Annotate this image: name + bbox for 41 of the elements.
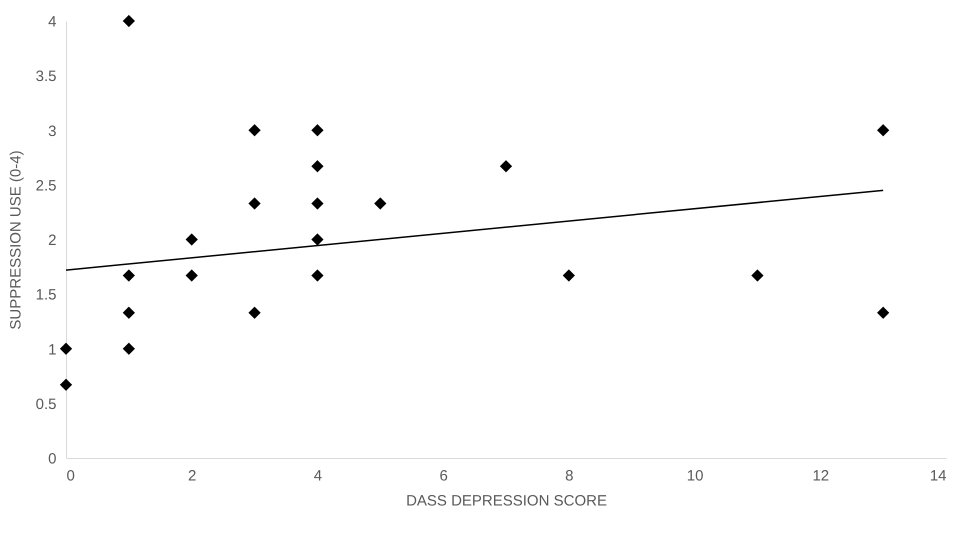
y-tick-label: 3 (48, 122, 56, 140)
point (122, 342, 135, 355)
y-tick-label: 2 (48, 232, 56, 249)
point (374, 197, 386, 210)
x-tick-label: 6 (439, 468, 448, 484)
point (122, 269, 135, 282)
point (186, 233, 198, 246)
point (311, 197, 324, 210)
y-tick-label: 2.5 (36, 177, 56, 194)
point (248, 124, 261, 136)
point (877, 306, 890, 319)
point (60, 378, 72, 391)
y-tick-label: 1 (48, 341, 56, 358)
x-tick-label: 2 (188, 468, 196, 484)
point (248, 197, 261, 210)
point (122, 14, 135, 28)
y-tick-label: 3.5 (36, 68, 56, 86)
x-tick-label: 0 (66, 468, 75, 484)
y-tick-label: 0.5 (36, 396, 56, 413)
x-axis-title: DASS DEPRESSION SCORE (406, 492, 607, 510)
point (500, 160, 512, 172)
point (311, 160, 324, 172)
point (877, 124, 890, 136)
y-tick-label: 4 (48, 14, 56, 30)
point (311, 233, 324, 246)
point (248, 306, 261, 319)
point (751, 269, 764, 282)
x-tick-label: 10 (686, 468, 704, 484)
point (311, 124, 324, 136)
x-tick-label: 4 (314, 468, 322, 484)
point (122, 306, 135, 319)
y-tick-label: 0 (48, 450, 56, 468)
point (60, 342, 72, 355)
x-tick-label: 8 (565, 468, 574, 484)
y-tick-label: 1.5 (36, 286, 56, 304)
point (311, 269, 324, 282)
x-tick-label: 14 (930, 468, 946, 484)
y-axis-title: SUPPRESSION USE (0-4) (8, 150, 25, 330)
point (562, 269, 575, 282)
x-tick-label: 12 (812, 468, 830, 484)
point (186, 269, 198, 282)
